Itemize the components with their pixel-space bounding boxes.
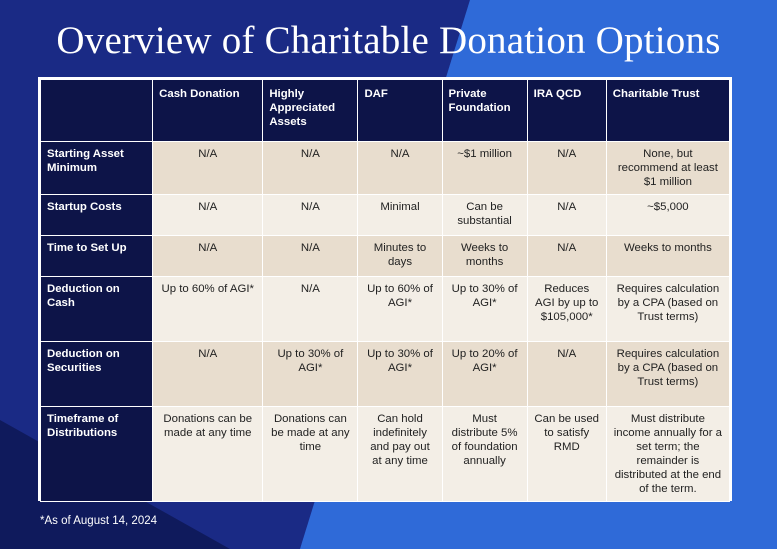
footnote: *As of August 14, 2024 <box>40 515 158 527</box>
table-cell: N/A <box>526 341 607 407</box>
table-cell: Weeks to months <box>605 235 731 277</box>
table-cell: Must distribute 5% of foundation annuall… <box>441 406 528 502</box>
table-cell: Up to 20% of AGI* <box>441 341 528 407</box>
table-cell: Minutes to days <box>357 235 443 277</box>
table-cell: Must distribute income annually for a se… <box>605 406 731 502</box>
table-cell: N/A <box>262 235 359 277</box>
table-cell: Up to 60% of AGI* <box>357 276 443 342</box>
table-cell: Donations can be made at any time <box>262 406 359 502</box>
header-cell-ira-qcd: IRA QCD <box>526 79 607 142</box>
header-cell-blank <box>39 79 154 142</box>
table-cell: Can be substantial <box>441 194 528 236</box>
row-label: Deduction on Securities <box>39 341 154 407</box>
table-cell: N/A <box>152 341 264 407</box>
header-cell-private-foundation: Private Foundation <box>441 79 528 142</box>
table-cell: N/A <box>262 276 359 342</box>
row-label: Deduction on Cash <box>39 276 154 342</box>
table-cell: Can hold indefinitely and pay out at any… <box>357 406 443 502</box>
table-cell: N/A <box>357 141 443 195</box>
table-cell: Donations can be made at any time <box>152 406 264 502</box>
row-label: Timeframe of Distributions <box>39 406 154 502</box>
table-cell: Can be used to satisfy RMD <box>526 406 607 502</box>
page-title: Overview of Charitable Donation Options <box>56 19 721 62</box>
table-row: Time to Set Up N/A N/A Minutes to days W… <box>39 235 731 277</box>
table-row: Timeframe of Distributions Donations can… <box>39 406 731 502</box>
row-label: Starting Asset Minimum <box>39 141 154 195</box>
table-cell: N/A <box>152 194 264 236</box>
table-row: Starting Asset Minimum N/A N/A N/A ~$1 m… <box>39 141 731 195</box>
table-cell: N/A <box>526 141 607 195</box>
table-cell: N/A <box>152 141 264 195</box>
table-cell: Up to 30% of AGI* <box>262 341 359 407</box>
table-cell: Up to 30% of AGI* <box>357 341 443 407</box>
table-cell: N/A <box>262 141 359 195</box>
table-cell: N/A <box>526 235 607 277</box>
table-cell: Weeks to months <box>441 235 528 277</box>
header-cell-charitable-trust: Charitable Trust <box>605 79 731 142</box>
table-header-row: Cash Donation Highly Appreciated Assets … <box>39 79 731 142</box>
table-cell: Up to 60% of AGI* <box>152 276 264 342</box>
table-row: Deduction on Securities N/A Up to 30% of… <box>39 341 731 407</box>
header-cell-cash-donation: Cash Donation <box>152 79 264 142</box>
table-cell: Requires calculation by a CPA (based on … <box>605 341 731 407</box>
table-cell: Up to 30% of AGI* <box>441 276 528 342</box>
table-cell: N/A <box>526 194 607 236</box>
comparison-table: Cash Donation Highly Appreciated Assets … <box>39 79 731 502</box>
table-row: Startup Costs N/A N/A Minimal Can be sub… <box>39 194 731 236</box>
table-cell: N/A <box>262 194 359 236</box>
table-cell: Minimal <box>357 194 443 236</box>
table-cell: None, but recommend at least $1 million <box>605 141 731 195</box>
row-label: Startup Costs <box>39 194 154 236</box>
header-cell-daf: DAF <box>357 79 443 142</box>
table-row: Deduction on Cash Up to 60% of AGI* N/A … <box>39 276 731 342</box>
table-cell: Requires calculation by a CPA (based on … <box>605 276 731 342</box>
header-cell-appreciated-assets: Highly Appreciated Assets <box>262 79 359 142</box>
table-cell: ~$1 million <box>441 141 528 195</box>
comparison-table-container: Cash Donation Highly Appreciated Assets … <box>38 77 732 502</box>
row-label: Time to Set Up <box>39 235 154 277</box>
table-cell: Reduces AGI by up to $105,000* <box>526 276 607 342</box>
table-cell: ~$5,000 <box>605 194 731 236</box>
table-cell: N/A <box>152 235 264 277</box>
